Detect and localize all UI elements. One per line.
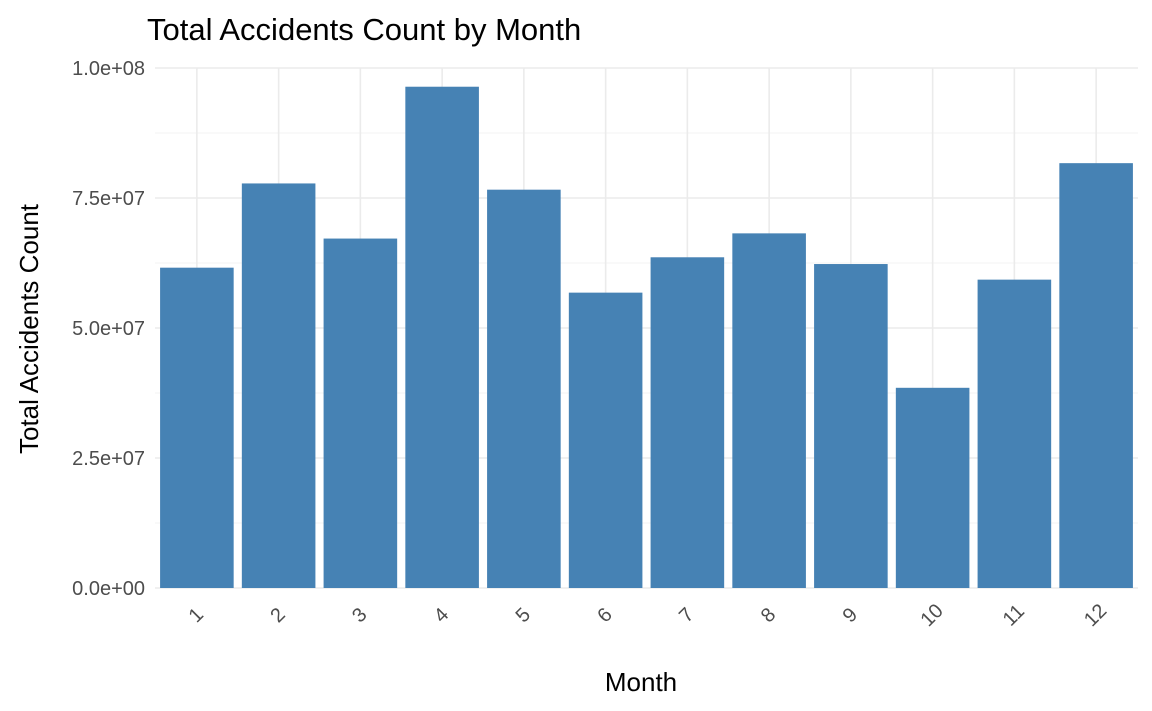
bar-month-5	[487, 189, 561, 588]
x-tick-label: 4	[430, 604, 453, 627]
x-axis-ticks: 1 2 3 4 5 6 7 8 9 10 11 12	[185, 600, 1112, 631]
x-tick-label: 5	[512, 604, 535, 627]
x-tick-label: 3	[348, 604, 371, 627]
y-tick-label: 0.0e+00	[72, 578, 145, 600]
x-tick-label: 10	[916, 600, 947, 631]
x-tick-label: 9	[839, 604, 862, 627]
bar-month-11	[977, 279, 1052, 588]
bar-month-9	[814, 264, 888, 588]
x-tick-label: 6	[593, 604, 616, 627]
bar-month-2	[241, 183, 316, 588]
y-axis-ticks: 0.0e+00 2.5e+07 5.0e+07 7.5e+07 1.0e+08	[72, 58, 145, 600]
bar-month-12	[1059, 163, 1133, 588]
y-tick-label: 7.5e+07	[72, 188, 145, 210]
y-tick-label: 2.5e+07	[72, 448, 145, 470]
x-tick-label: 11	[999, 600, 1029, 630]
y-tick-label: 5.0e+07	[72, 318, 145, 340]
bar-month-8	[732, 233, 806, 589]
bar-month-1	[160, 267, 234, 588]
x-tick-label: 12	[1080, 600, 1111, 631]
bar-month-10	[895, 387, 970, 588]
bar-month-4	[405, 86, 479, 588]
x-tick-label: 2	[266, 604, 289, 627]
x-tick-label: 1	[185, 604, 208, 627]
bar-month-6	[568, 292, 643, 588]
bar-month-7	[650, 257, 725, 588]
x-axis-title: Month	[605, 667, 677, 697]
bar-month-3	[323, 238, 398, 588]
y-tick-label: 1.0e+08	[72, 58, 145, 80]
chart-title: Total Accidents Count by Month	[147, 12, 581, 47]
y-axis-title: Total Accidents Count	[14, 203, 44, 454]
x-tick-label: 7	[675, 604, 698, 627]
bars	[160, 86, 1133, 589]
x-tick-label: 8	[757, 604, 780, 627]
